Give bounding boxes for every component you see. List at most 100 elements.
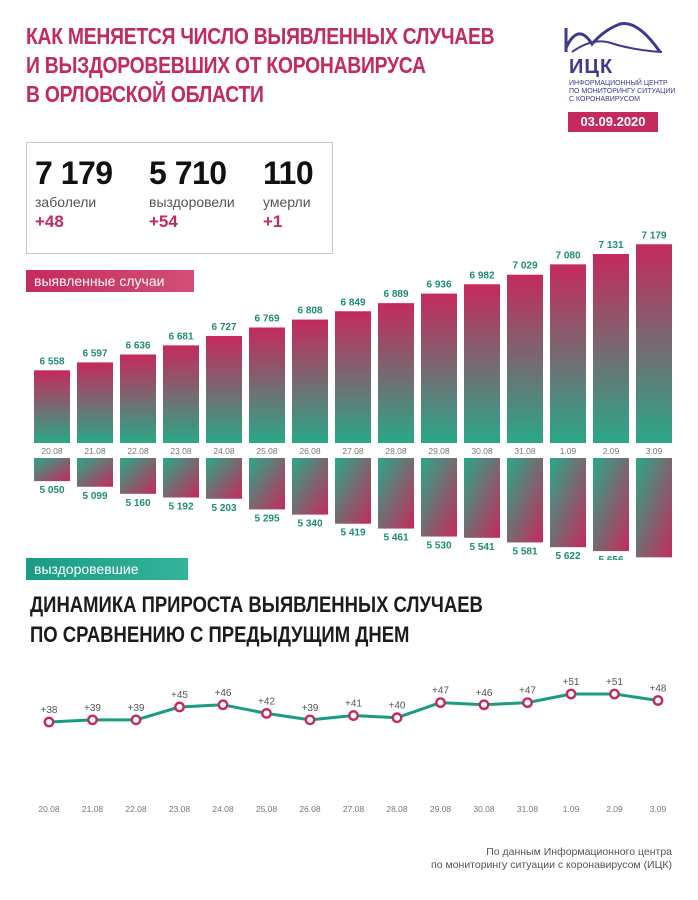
recovered-bar-label: 5 160 xyxy=(125,498,150,509)
cases-bar xyxy=(507,274,543,443)
recovered-bar-label: 5 192 xyxy=(168,502,193,513)
cases-bar xyxy=(335,311,371,443)
cases-bar-label: 7 080 xyxy=(555,250,580,261)
growth-date-tick-label: 31.08 xyxy=(517,804,539,814)
growth-date-tick-label: 27.08 xyxy=(343,804,365,814)
cases-bar xyxy=(206,336,242,443)
recovered-bar-label: 5 541 xyxy=(469,542,494,553)
growth-point-label: +41 xyxy=(345,699,362,710)
growth-point xyxy=(478,699,490,711)
recovered-bar-label: 5 622 xyxy=(555,551,580,560)
growth-point-label: +46 xyxy=(215,688,232,699)
cases-bar xyxy=(636,244,672,443)
growth-point-label: +39 xyxy=(84,703,101,714)
growth-point xyxy=(261,708,272,719)
date-tick-label: 28.08 xyxy=(385,446,407,456)
recovered-bar-label: 5 340 xyxy=(297,519,322,530)
growth-date-tick-label: 21.08 xyxy=(82,804,104,814)
stat-recovered-label: выздоровели xyxy=(149,194,235,210)
cases-bar-label: 6 636 xyxy=(125,340,150,351)
cases-bar-label: 6 936 xyxy=(426,280,451,291)
logo-sub-line-1: ИНФОРМАЦИОННЫЙ ЦЕНТР xyxy=(569,80,668,87)
recovered-bar-label: 5 099 xyxy=(82,491,107,502)
growth-date-tick-label: 3.09 xyxy=(650,804,667,814)
growth-title-line-1: ДИНАМИКА ПРИРОСТА ВЫЯВЛЕННЫХ СЛУЧАЕВ xyxy=(30,592,483,617)
recovered-bar-label: 5 050 xyxy=(39,485,64,496)
recovered-bar-label: 5 461 xyxy=(383,533,408,544)
cases-recovered-bar-chart: 6 558 20.08 5 050 6 597 21.08 5 099 6 636 22.08… xyxy=(34,230,672,560)
growth-point xyxy=(130,714,142,726)
growth-point xyxy=(304,714,316,726)
cases-bar xyxy=(163,345,199,443)
cases-bar xyxy=(550,264,586,443)
growth-point xyxy=(522,697,533,709)
logo-sub-line-3: С КОРОНАВИРУСОМ xyxy=(569,96,640,103)
growth-point xyxy=(435,697,446,709)
growth-point-label: +42 xyxy=(258,696,275,707)
cases-bar xyxy=(464,284,500,443)
date-tick-label: 31.08 xyxy=(514,446,536,456)
growth-date-tick-label: 23.08 xyxy=(169,804,191,814)
growth-point-label: +51 xyxy=(606,677,623,688)
stat-recovered-value: 5 710 xyxy=(149,155,227,191)
growth-date-tick-label: 22.08 xyxy=(125,804,147,814)
recovered-bar xyxy=(249,458,285,510)
date-tick-label: 22.08 xyxy=(127,446,149,456)
growth-point xyxy=(87,714,98,726)
daily-growth-line-chart: +38 20.08 +39 21.08 +39 22.08 +45 23.08 +46 24.08… xyxy=(38,677,667,814)
growth-date-tick-label: 24.08 xyxy=(212,804,234,814)
recovered-bar xyxy=(550,458,586,548)
growth-date-tick-label: 30.08 xyxy=(473,804,495,814)
logo-subtitle: ИНФОРМАЦИОННЫЙ ЦЕНТР ПО МОНИТОРИНГУ СИТУ… xyxy=(569,80,675,104)
title-line-1: КАК МЕНЯЕТСЯ ЧИСЛО ВЫЯВЛЕННЫХ СЛУЧАЕВ xyxy=(26,23,495,49)
date-tick-label: 24.08 xyxy=(213,446,235,456)
summary-box: 7 179 заболели +48 5 710 выздоровели +54… xyxy=(26,142,333,254)
cases-bar xyxy=(421,293,457,443)
stat-cases-label: заболели xyxy=(35,194,97,210)
recovered-bar-label: 5 530 xyxy=(426,541,451,552)
growth-point xyxy=(609,688,620,700)
cases-bar-label: 6 558 xyxy=(39,356,64,367)
recovered-bar xyxy=(163,458,199,498)
cases-bar-label: 6 808 xyxy=(297,306,322,317)
growth-date-tick-label: 1.09 xyxy=(563,804,580,814)
source-line-1: По данным Информационного центра xyxy=(486,846,672,858)
recovered-bar xyxy=(421,458,457,537)
cases-bar-label: 6 849 xyxy=(340,297,365,308)
cases-bar xyxy=(378,303,414,443)
title-line-2: И ВЫЗДОРОВЕВШИХ ОТ КОРОНАВИРУСА xyxy=(26,52,426,78)
date-tick-label: 29.08 xyxy=(428,446,450,456)
recovered-bar xyxy=(335,458,371,524)
growth-point-label: +39 xyxy=(302,703,319,714)
date-badge: 03.09.2020 xyxy=(568,112,658,132)
recovered-bar-label: 5 581 xyxy=(512,546,537,557)
source-note: По данным Информационного центра по мони… xyxy=(431,846,672,872)
recovered-bar-label: 5 295 xyxy=(254,513,279,524)
growth-point-label: +47 xyxy=(432,686,449,697)
source-line-2: по мониторингу ситуации с коронавирусом … xyxy=(431,859,672,871)
stat-cases-delta: +48 xyxy=(35,212,64,231)
cases-bar-label: 7 179 xyxy=(641,230,666,241)
growth-date-tick-label: 2.09 xyxy=(606,804,623,814)
date-tick-label: 30.08 xyxy=(471,446,493,456)
date-tick-label: 1.09 xyxy=(560,446,577,456)
growth-date-tick-label: 29.08 xyxy=(430,804,452,814)
cases-bar-label: 6 597 xyxy=(82,348,107,359)
cases-legend-pill: выявленные случаи xyxy=(26,270,194,292)
logo-sub-line-2: ПО МОНИТОРИНГУ СИТУАЦИИ xyxy=(569,88,676,95)
growth-point-label: +51 xyxy=(563,677,580,688)
growth-chart-title: ДИНАМИКА ПРИРОСТА ВЫЯВЛЕННЫХ СЛУЧАЕВ ПО … xyxy=(30,590,483,650)
stat-deaths: 110 умерли +1 xyxy=(263,155,314,232)
date-tick-label: 2.09 xyxy=(603,446,620,456)
growth-point-label: +45 xyxy=(171,690,188,701)
growth-point xyxy=(565,688,577,700)
date-tick-label: 23.08 xyxy=(170,446,192,456)
recovered-bar xyxy=(593,458,629,552)
cases-bar xyxy=(77,362,113,443)
recovered-bar xyxy=(507,458,543,543)
growth-date-tick-label: 25.08 xyxy=(256,804,278,814)
recovered-bar-label: 5 656 xyxy=(598,555,623,560)
growth-point xyxy=(174,701,185,713)
page-title: КАК МЕНЯЕТСЯ ЧИСЛО ВЫЯВЛЕННЫХ СЛУЧАЕВ И … xyxy=(26,22,495,109)
growth-point-label: +47 xyxy=(519,686,536,697)
